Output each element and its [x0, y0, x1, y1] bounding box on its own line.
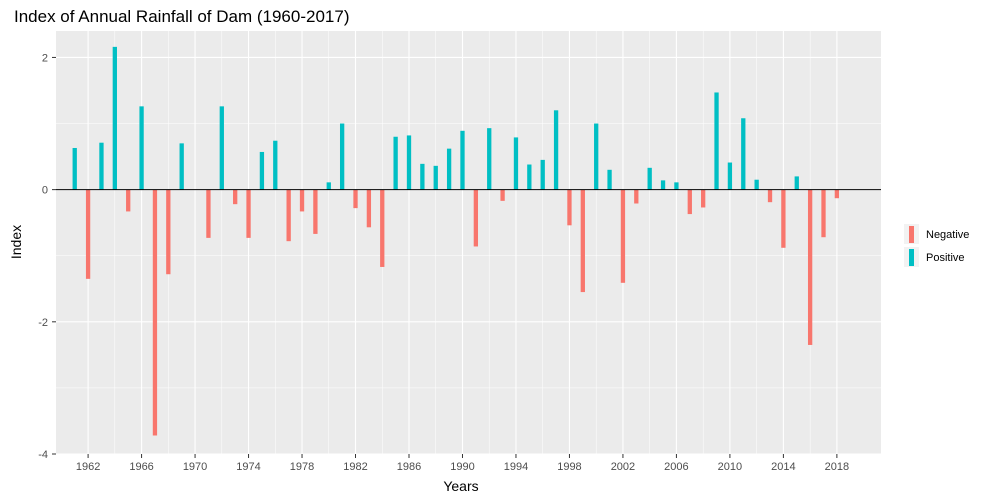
bar-1992	[487, 128, 492, 190]
y-tick-label: 0	[42, 185, 48, 197]
x-tick-label: 2006	[664, 461, 688, 473]
bar-1987	[420, 163, 425, 190]
x-tick-label: 1990	[450, 461, 474, 473]
bar-1963	[99, 142, 104, 190]
bar-1967	[152, 189, 158, 436]
bar-2018	[834, 189, 840, 199]
bar-2005	[660, 180, 666, 190]
bar-2013	[767, 189, 773, 203]
bar-1961	[72, 147, 77, 190]
x-tick-label: 1970	[183, 461, 207, 473]
bar-1972	[219, 106, 224, 190]
bar-1976	[273, 140, 278, 190]
bar-1968	[166, 189, 171, 275]
bars	[72, 46, 840, 436]
legend-label-positive: Positive	[926, 252, 965, 264]
y-tick-label: -2	[38, 317, 48, 329]
bar-2001	[607, 169, 612, 190]
bar-2002	[620, 189, 626, 283]
x-tick-label: 1978	[290, 461, 314, 473]
bar-1973	[233, 189, 238, 205]
bar-1980	[326, 182, 331, 190]
x-tick-label: 1974	[236, 461, 260, 473]
bar-2000	[594, 123, 599, 190]
bar-1997	[553, 110, 559, 190]
bar-1988	[433, 165, 438, 190]
bar-1975	[259, 151, 265, 190]
bar-1984	[380, 189, 385, 267]
bar-2004	[647, 167, 652, 190]
bar-1981	[339, 123, 345, 190]
y-axis-title: Index	[8, 225, 24, 259]
bar-2009	[714, 92, 719, 190]
bar-1969	[179, 143, 184, 190]
bar-1962	[85, 189, 91, 279]
bar-1986	[406, 135, 412, 190]
bar-2008	[701, 189, 706, 208]
x-tick-label: 1962	[76, 461, 100, 473]
bar-1982	[353, 189, 358, 209]
bar-2016	[807, 189, 813, 345]
chart-title: Index of Annual Rainfall of Dam (1960-20…	[14, 7, 349, 26]
bar-2014	[781, 189, 786, 248]
plot-panel	[56, 31, 881, 454]
bar-1965	[126, 189, 131, 212]
bar-1999	[580, 189, 585, 293]
bar-1983	[366, 189, 372, 228]
legend: Negative Positive	[904, 224, 969, 267]
x-tick-label: 2018	[825, 461, 849, 473]
bar-2017	[821, 189, 826, 238]
bar-2012	[754, 179, 759, 190]
bar-1991	[473, 189, 479, 247]
x-tick-label: 2010	[718, 461, 742, 473]
bar-1989	[446, 148, 452, 190]
legend-key-positive	[909, 249, 914, 266]
bar-2003	[634, 189, 639, 204]
bar-1979	[313, 189, 318, 234]
bar-2007	[687, 189, 692, 215]
bar-1974	[246, 189, 251, 238]
x-axis-ticks: 1962 1966 1970 1974 1978 1982 1986 1990 1994 1998…	[76, 454, 849, 473]
bar-2010	[727, 162, 733, 190]
bar-1995	[527, 164, 532, 190]
bar-1998	[567, 189, 572, 226]
x-tick-label: 2002	[611, 461, 635, 473]
bar-1964	[112, 46, 117, 190]
bar-1971	[206, 189, 211, 238]
legend-label-negative: Negative	[926, 229, 969, 241]
bar-1978	[299, 189, 305, 212]
x-tick-label: 1982	[343, 461, 367, 473]
x-tick-label: 1994	[504, 461, 528, 473]
bar-1966	[139, 106, 144, 190]
bar-2006	[674, 182, 679, 190]
y-tick-label: -4	[38, 449, 48, 461]
bar-1990	[460, 130, 465, 190]
bar-1996	[540, 159, 545, 190]
x-axis-title: Years	[443, 478, 478, 494]
x-tick-label: 2014	[771, 461, 795, 473]
bar-1994	[513, 137, 519, 190]
bar-2011	[741, 118, 746, 190]
y-axis-ticks: -4 -2 0 2	[38, 52, 56, 461]
x-tick-label: 1986	[397, 461, 421, 473]
y-tick-label: 2	[42, 52, 48, 64]
bar-1977	[286, 189, 291, 242]
x-tick-label: 1966	[129, 461, 153, 473]
bar-2015	[794, 176, 799, 190]
legend-key-negative	[909, 226, 914, 243]
bar-1985	[393, 136, 398, 190]
x-tick-label: 1998	[557, 461, 581, 473]
bar-1993	[500, 189, 505, 201]
